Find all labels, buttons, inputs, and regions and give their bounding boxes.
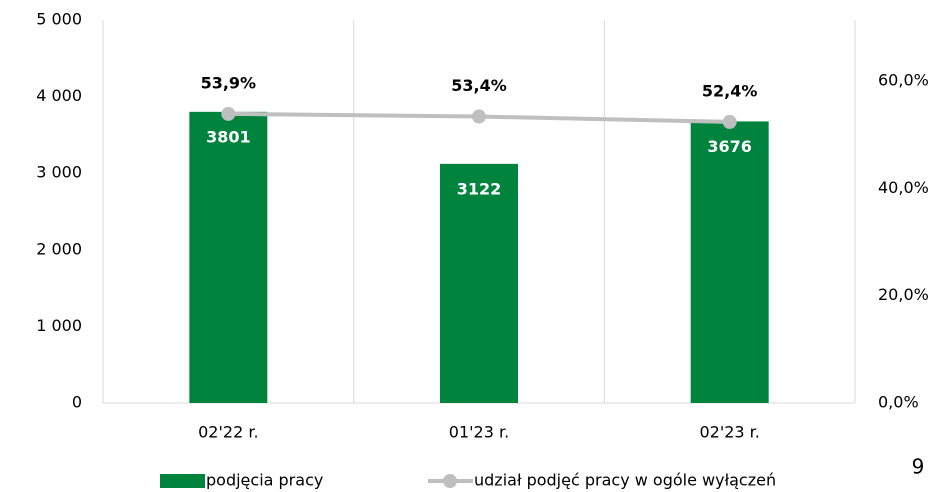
y-tick-label: 5 000 — [36, 10, 82, 29]
y-tick-label: 1 000 — [36, 316, 82, 335]
legend-marker — [443, 474, 457, 488]
line-value-label: 53,4% — [451, 76, 507, 95]
bar-value-label: 3676 — [707, 137, 752, 156]
x-tick-label: 01'23 r. — [449, 423, 509, 442]
line-value-label: 52,4% — [702, 81, 758, 100]
y2-tick-label: 60,0% — [878, 71, 929, 90]
line-value-label: 53,9% — [201, 73, 257, 92]
line-marker — [722, 114, 737, 129]
legend-label: udział podjęć pracy w ogóle wyłączeń — [474, 471, 776, 490]
bar-value-label: 3122 — [457, 179, 502, 198]
x-tick-label: 02'22 r. — [198, 423, 258, 442]
x-tick-label: 02'23 r. — [699, 423, 759, 442]
bar — [189, 111, 268, 404]
page-number: 9 — [912, 455, 925, 479]
legend-swatch — [160, 474, 205, 488]
bar-value-label: 3801 — [206, 127, 251, 146]
legend-label: podjęcia pracy — [206, 471, 323, 490]
y-tick-label: 4 000 — [36, 86, 82, 105]
y-tick-label: 3 000 — [36, 163, 82, 182]
y-tick-label: 2 000 — [36, 239, 82, 258]
y2-tick-label: 0,0% — [878, 393, 919, 412]
bar — [440, 163, 518, 403]
bar — [690, 121, 769, 404]
line-marker — [221, 106, 236, 121]
y2-tick-label: 40,0% — [878, 178, 929, 197]
y2-tick-label: 20,0% — [878, 285, 929, 304]
line-marker — [472, 109, 486, 124]
y-tick-label: 0 — [72, 393, 82, 412]
